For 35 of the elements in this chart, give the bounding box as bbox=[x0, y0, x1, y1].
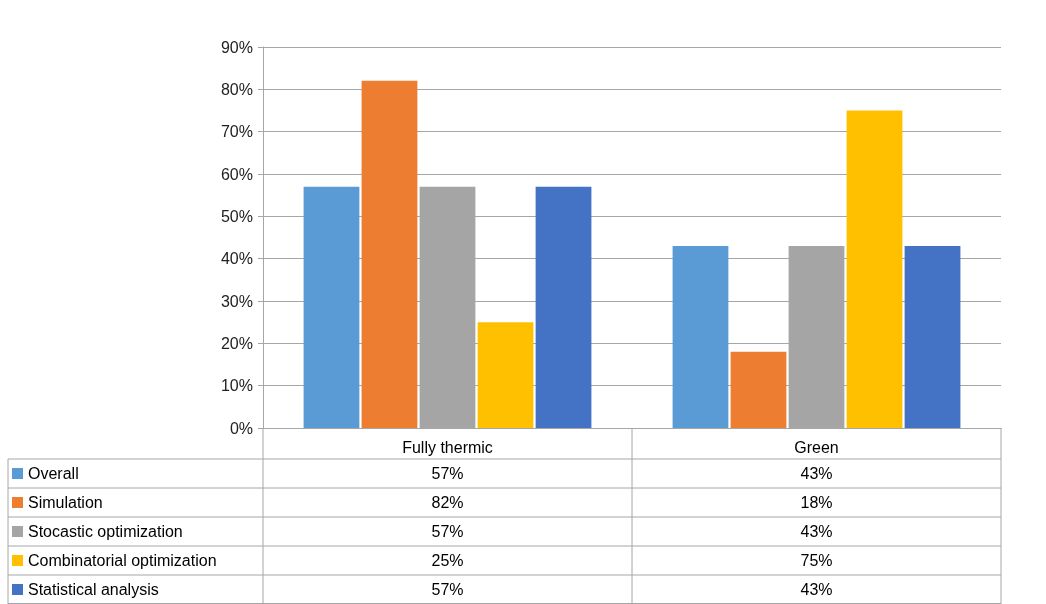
bar bbox=[672, 245, 729, 428]
legend-label: Stocastic optimization bbox=[28, 523, 183, 540]
data-label: 75% bbox=[800, 552, 833, 569]
data-label: 82% bbox=[431, 494, 464, 511]
y-tick-label: 0% bbox=[229, 419, 253, 437]
data-label: 43% bbox=[800, 523, 833, 540]
y-tick-label: 70% bbox=[220, 123, 253, 141]
legend-label: Statistical analysis bbox=[28, 581, 159, 598]
bar bbox=[730, 351, 787, 428]
x-tick-label: Fully thermic bbox=[402, 438, 493, 456]
data-label: 57% bbox=[431, 581, 464, 598]
legend-label: Overall bbox=[28, 465, 79, 482]
data-label: 43% bbox=[800, 465, 833, 482]
data-label: 18% bbox=[800, 494, 833, 511]
legend-label: Combinatorial optimization bbox=[28, 552, 217, 569]
bar bbox=[846, 110, 903, 428]
bar bbox=[477, 322, 534, 428]
y-tick-label: 20% bbox=[220, 334, 253, 352]
y-tick-label: 90% bbox=[220, 38, 253, 56]
y-tick-label: 60% bbox=[220, 165, 253, 183]
bar bbox=[535, 186, 592, 428]
y-tick-label: 30% bbox=[220, 292, 253, 310]
bar bbox=[361, 80, 418, 428]
bar bbox=[303, 186, 360, 428]
legend-label: Simulation bbox=[28, 494, 103, 511]
x-tick-label: Green bbox=[794, 438, 839, 456]
data-label: 43% bbox=[800, 581, 833, 598]
bar bbox=[904, 245, 961, 428]
data-label: 57% bbox=[431, 523, 464, 540]
y-tick-label: 10% bbox=[220, 377, 253, 395]
data-label: 25% bbox=[431, 552, 464, 569]
y-tick-label: 40% bbox=[220, 250, 253, 268]
data-label: 57% bbox=[431, 465, 464, 482]
y-tick-label: 50% bbox=[220, 207, 253, 225]
y-tick-label: 80% bbox=[220, 80, 253, 98]
